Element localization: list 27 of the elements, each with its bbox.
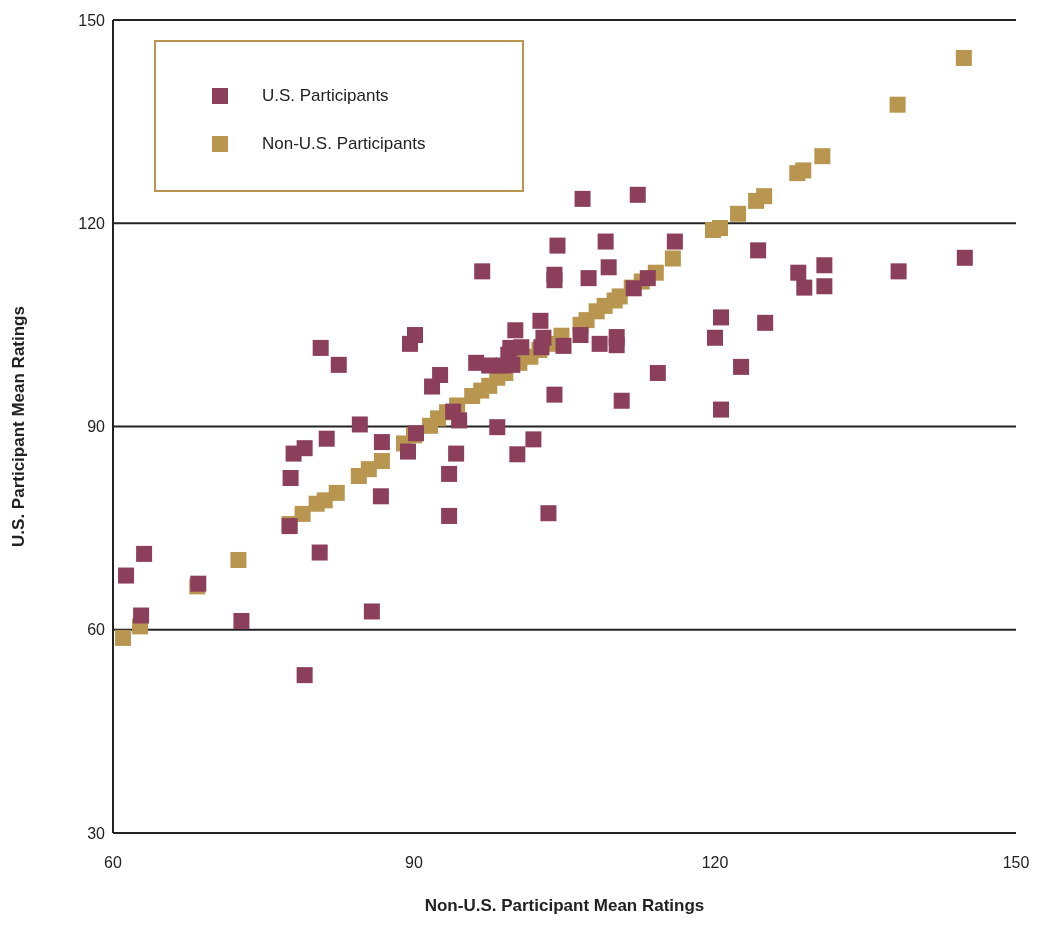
legend-label: U.S. Participants bbox=[262, 86, 389, 106]
point bbox=[294, 505, 311, 522]
x-axis-title: Non-U.S. Participant Mean Ratings bbox=[424, 896, 705, 915]
point bbox=[360, 461, 377, 478]
point bbox=[664, 250, 681, 267]
point bbox=[328, 484, 345, 501]
x-tick-label: 120 bbox=[701, 854, 729, 872]
point bbox=[712, 219, 729, 236]
y-tick-label: 90 bbox=[87, 418, 106, 436]
y-tick-label: 150 bbox=[78, 11, 106, 29]
x-tick-label: 90 bbox=[405, 854, 423, 872]
point bbox=[756, 188, 773, 205]
point bbox=[373, 453, 390, 470]
x-tick-label: 150 bbox=[1002, 854, 1030, 872]
y-tick-label: 60 bbox=[87, 621, 106, 639]
y-tick-label: 120 bbox=[78, 214, 106, 232]
legend-label: Non-U.S. Participants bbox=[262, 134, 426, 154]
point bbox=[115, 629, 132, 646]
y-tick-label: 30 bbox=[87, 824, 106, 842]
point bbox=[230, 551, 247, 568]
y-axis-title: U.S. Participant Mean Ratings bbox=[9, 306, 29, 547]
x-tick-label: 60 bbox=[104, 854, 122, 872]
point bbox=[730, 205, 747, 222]
point bbox=[889, 96, 906, 113]
point bbox=[795, 162, 812, 179]
point bbox=[814, 148, 831, 165]
point bbox=[955, 49, 972, 66]
